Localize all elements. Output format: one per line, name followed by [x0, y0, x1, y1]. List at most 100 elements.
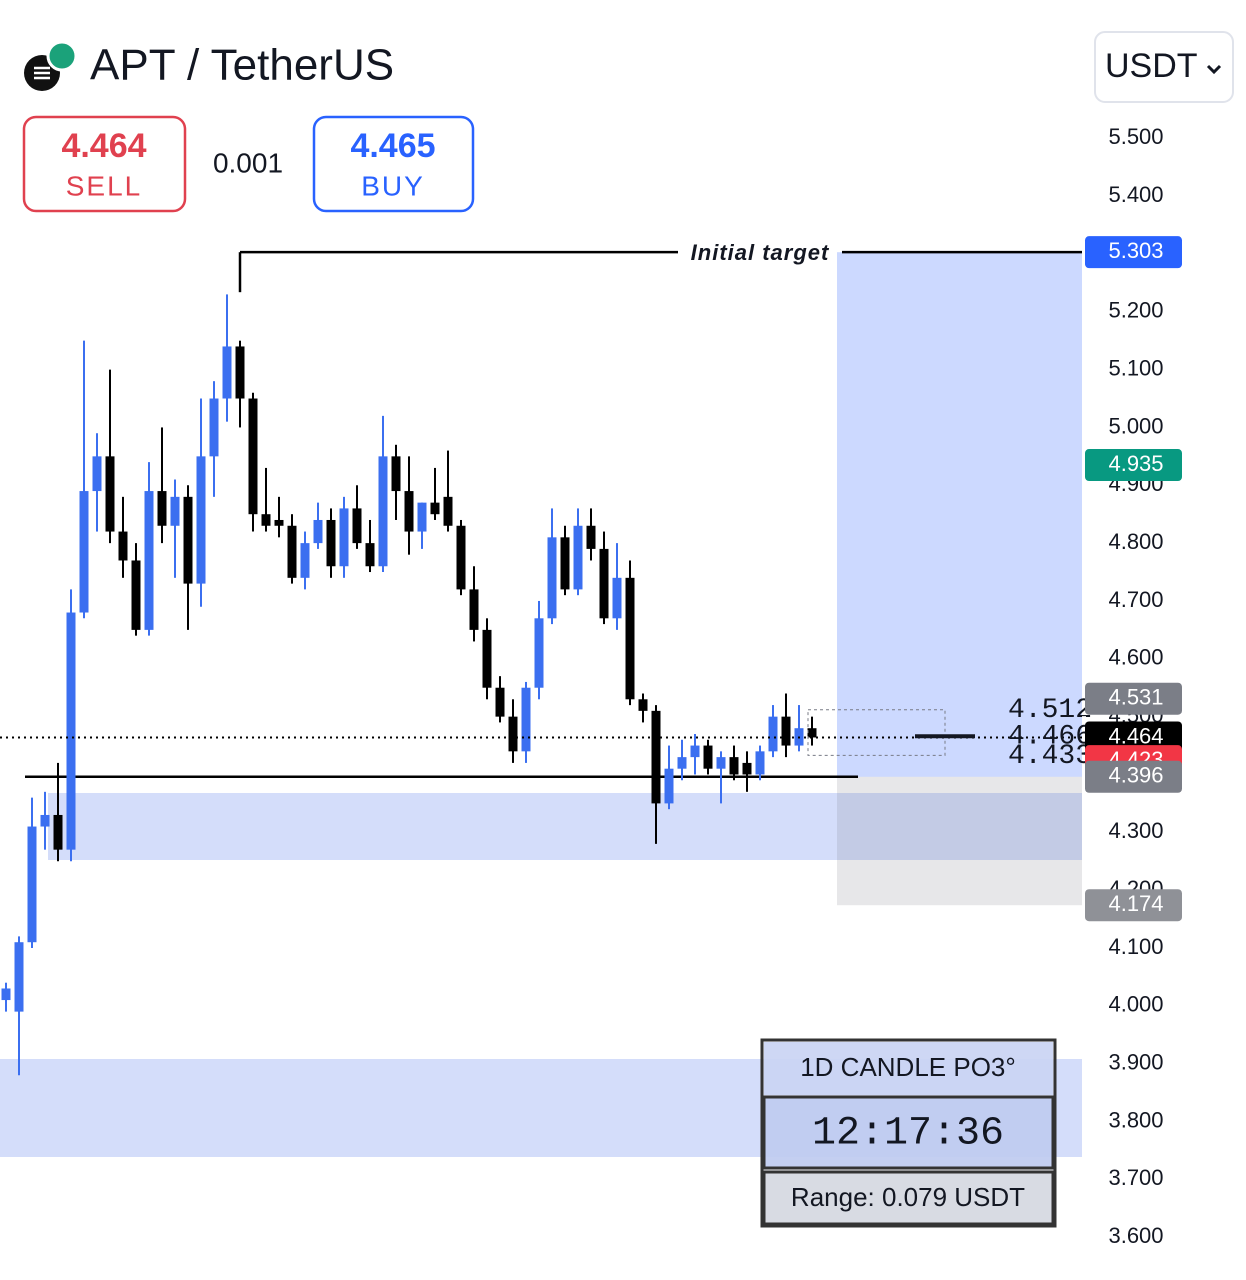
price-label-box [1085, 760, 1182, 793]
tool-label: 4.433 [1008, 741, 1092, 772]
buy-button[interactable] [312, 115, 475, 213]
buy-price[interactable]: 4.465 [350, 127, 435, 165]
y-tick-label: 5.500 [1108, 124, 1163, 149]
candle-body [469, 589, 479, 630]
candle-body [326, 519, 336, 567]
price-axis: 3.6003.7003.8003.9004.0004.1004.2004.300… [1082, 124, 1164, 1248]
candle-body [196, 456, 206, 584]
candle-body [638, 699, 648, 711]
currency-text[interactable]: USDT [1105, 47, 1198, 85]
candle-body [625, 577, 635, 700]
price-label-box [1085, 449, 1182, 482]
candle-body [547, 537, 557, 619]
candle-body [768, 716, 778, 752]
symbol-title: APT / TetherUS [90, 41, 394, 90]
sell-button[interactable] [22, 115, 187, 213]
candle-body [729, 757, 739, 775]
candle-body [248, 398, 258, 515]
y-tick-label: 4.100 [1108, 934, 1163, 959]
candle-body [807, 728, 817, 738]
candle-body [157, 491, 167, 526]
candle-body [560, 537, 570, 590]
price-label: 4.531 [1108, 685, 1163, 710]
candle-body [391, 456, 401, 492]
currency-button[interactable] [1094, 31, 1234, 103]
demand-zone [48, 793, 1082, 860]
candle-body [170, 496, 180, 526]
y-tick-label: 5.400 [1108, 182, 1163, 207]
candle-body [742, 762, 752, 775]
tool-label: 4.512 [1008, 695, 1092, 726]
price-label: 4.935 [1108, 451, 1163, 476]
y-tick-label: 5.100 [1108, 355, 1163, 380]
target-zone [837, 252, 1082, 777]
candle-body [599, 548, 609, 619]
price-label-box [1085, 236, 1182, 269]
candle-body [495, 687, 505, 717]
candle-body [222, 346, 232, 399]
spread: 0.001 [213, 147, 283, 178]
candle-body [430, 502, 440, 515]
candle-body [586, 525, 596, 549]
candle-body [755, 751, 765, 775]
panel-row [762, 1170, 1055, 1226]
countdown-panel: 1D CANDLE PO3° 12:17:36 Range: 0.079 USD… [760, 1038, 1057, 1228]
candle-body [365, 543, 375, 567]
sell-price[interactable]: 4.464 [61, 127, 146, 165]
sell-label[interactable]: SELL [66, 170, 143, 201]
panel-row [762, 1095, 1055, 1170]
candle-body [456, 525, 466, 590]
zones [0, 252, 1082, 1157]
candle-body [573, 525, 583, 590]
price-label: 4.464 [1108, 723, 1163, 748]
candle-body [352, 508, 362, 544]
y-tick-label: 3.900 [1108, 1049, 1163, 1074]
candle-body [131, 560, 141, 630]
candle-body [339, 508, 349, 567]
candle-body [66, 612, 76, 850]
candle-body [261, 514, 271, 526]
candle-body [92, 456, 102, 492]
candle-body [677, 757, 687, 769]
panel-countdown: 12:17:36 [812, 1112, 1004, 1157]
panel-title: 1D CANDLE PO3° [800, 1052, 1016, 1082]
candle-body [703, 745, 713, 769]
tool-box [807, 709, 946, 756]
buy-label[interactable]: BUY [361, 170, 425, 201]
candle-body [664, 768, 674, 804]
y-tick-label: 3.600 [1108, 1223, 1163, 1248]
candle-body [235, 346, 245, 399]
candle-body [274, 519, 284, 526]
candle-body [1, 988, 11, 1001]
candle-body [534, 618, 544, 688]
annotation: Initial target [691, 240, 830, 265]
price-label-box [1085, 682, 1182, 715]
candle-body [14, 942, 24, 1012]
candle-body [417, 502, 427, 532]
y-tick-label: 5.200 [1108, 298, 1163, 323]
price-label: 4.396 [1108, 763, 1163, 788]
candle-body [105, 456, 115, 532]
candle-body [521, 687, 531, 752]
quote-icon [46, 40, 78, 72]
candle-body [716, 757, 726, 769]
chevron[interactable] [1206, 64, 1222, 75]
candle-body [690, 745, 700, 758]
candle-body [313, 519, 323, 544]
candle-body [508, 716, 518, 752]
y-tick-label: 4.000 [1108, 992, 1163, 1017]
candle-body [144, 491, 154, 630]
candle-body [404, 491, 414, 532]
panel-row [764, 1042, 1053, 1095]
panel-range: Range: 0.079 USDT [791, 1182, 1025, 1212]
y-tick-label: 3.800 [1108, 1107, 1163, 1132]
candle-body [209, 398, 219, 457]
y-tick-label: 5.000 [1108, 413, 1163, 438]
y-tick-label: 4.300 [1108, 818, 1163, 843]
y-tick-label: 4.700 [1108, 587, 1163, 612]
candle-body [53, 814, 63, 850]
